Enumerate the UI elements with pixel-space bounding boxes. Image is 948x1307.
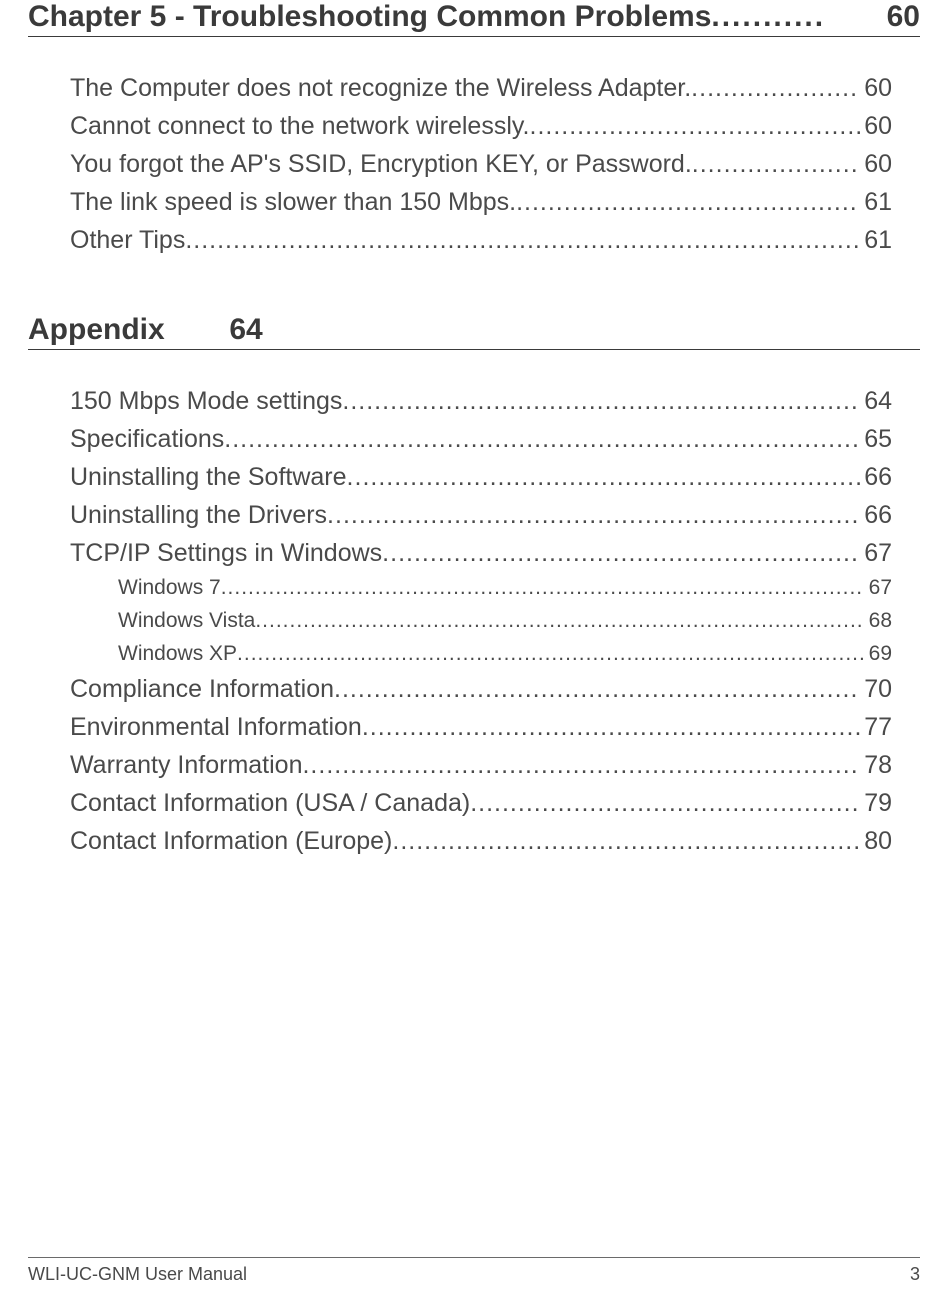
toc-entry-dots: ........................................… [516,183,860,221]
toc-entry-label: Contact Information (USA / Canada) [70,784,470,822]
toc-entry-dots: ........................................… [302,746,860,784]
toc-entry-page: 60 [860,145,892,183]
toc-entry-page: 61 [860,183,892,221]
toc-entry-dots: ........................................… [347,458,861,496]
toc-entry-page: 67 [865,572,892,605]
toc-entry[interactable]: Contact Information (USA / Canada)......… [70,784,892,822]
toc-entry[interactable]: Uninstalling the Drivers................… [70,496,892,534]
toc-entry[interactable]: Uninstalling the Software...............… [70,458,892,496]
toc-entry-page: 70 [860,670,892,708]
toc-entry-dots: ........................................… [221,572,865,605]
toc-entry[interactable]: Warranty Information....................… [70,746,892,784]
toc-entry-label: TCP/IP Settings in Windows [70,534,382,572]
toc-entry-dots: ........................................… [530,107,861,145]
toc-entry-label: The Computer does not recognize the Wire… [70,69,691,107]
toc-entry-dots: ........................................… [255,605,864,638]
toc-entry-page: 68 [865,605,892,638]
toc-entry-page: 65 [860,420,892,458]
toc-entry[interactable]: Cannot connect to the network wirelessly… [70,107,892,145]
chapter-5-title: Chapter 5 - Troubleshooting Common Probl… [28,0,711,34]
chapter-5-dots: ........... [711,0,886,34]
toc-entry-dots: ........................................… [185,221,860,259]
toc-entry-label: The link speed is slower than 150 Mbps. [70,183,516,221]
toc-entry[interactable]: Environmental Information...............… [70,708,892,746]
appendix-heading: Appendix 64 [28,313,920,350]
toc-entry[interactable]: The Computer does not recognize the Wire… [70,69,892,107]
toc-entry-label: 150 Mbps Mode settings [70,382,342,420]
chapter-5-heading: Chapter 5 - Troubleshooting Common Probl… [28,0,920,37]
toc-entry-page: 61 [860,221,892,259]
toc-entry-label: Uninstalling the Drivers [70,496,327,534]
toc-entry-page: 79 [860,784,892,822]
toc-entry[interactable]: Windows Vista...........................… [70,605,892,638]
toc-entry-page: 78 [860,746,892,784]
page-footer: WLI-UC-GNM User Manual 3 [28,1257,920,1285]
toc-entry-page: 69 [865,638,892,671]
footer-page-number: 3 [910,1264,920,1285]
toc-entry-dots: ........................................… [392,822,860,860]
toc-entry-dots: ........................................… [334,670,860,708]
toc-entry-page: 64 [860,382,892,420]
chapter-5-toc-list: The Computer does not recognize the Wire… [28,69,920,259]
toc-entry-dots: ........................................… [691,69,860,107]
toc-entry[interactable]: Other Tips..............................… [70,221,892,259]
toc-entry[interactable]: 150 Mbps Mode settings..................… [70,382,892,420]
toc-entry-label: Windows 7 [118,572,221,605]
appendix-title: Appendix [28,313,165,346]
toc-entry-label: Windows Vista [118,605,255,638]
toc-entry-page: 77 [860,708,892,746]
toc-entry-dots: ........................................… [362,708,860,746]
toc-entry-dots: ........................................… [470,784,860,822]
toc-entry-dots: ........................................… [327,496,860,534]
toc-entry-label: Windows XP [118,638,237,671]
toc-entry-dots: ........................................… [224,420,860,458]
toc-entry[interactable]: Windows XP..............................… [70,638,892,671]
toc-entry-label: Cannot connect to the network wirelessly… [70,107,530,145]
toc-entry[interactable]: TCP/IP Settings in Windows..............… [70,534,892,572]
toc-entry-page: 66 [860,496,892,534]
toc-entry-page: 60 [860,107,892,145]
chapter-5-page: 60 [887,0,920,34]
toc-entry-label: Contact Information (Europe) [70,822,392,860]
toc-entry-page: 60 [860,69,892,107]
toc-entry[interactable]: Specifications..........................… [70,420,892,458]
toc-entry-dots: ........................................… [342,382,860,420]
toc-entry[interactable]: You forgot the AP's SSID, Encryption KEY… [70,145,892,183]
toc-entry-label: Warranty Information [70,746,302,784]
toc-entry[interactable]: Windows 7...............................… [70,572,892,605]
toc-entry-dots: ........................................… [382,534,860,572]
toc-entry-page: 67 [860,534,892,572]
toc-entry-label: Specifications [70,420,224,458]
toc-entry-page: 66 [860,458,892,496]
toc-entry-label: Environmental Information [70,708,362,746]
toc-entry-dots: ........................................… [237,638,865,671]
toc-entry-label: Compliance Information [70,670,334,708]
toc-entry[interactable]: Contact Information (Europe)............… [70,822,892,860]
toc-entry-page: 80 [860,822,892,860]
toc-entry-label: You forgot the AP's SSID, Encryption KEY… [70,145,692,183]
toc-entry-label: Uninstalling the Software [70,458,347,496]
footer-manual-name: WLI-UC-GNM User Manual [28,1264,247,1285]
toc-entry[interactable]: The link speed is slower than 150 Mbps..… [70,183,892,221]
appendix-toc-list: 150 Mbps Mode settings..................… [28,382,920,860]
appendix-page: 64 [229,313,262,346]
toc-entry[interactable]: Compliance Information..................… [70,670,892,708]
toc-entry-label: Other Tips [70,221,185,259]
toc-entry-dots: ........................................… [692,145,860,183]
